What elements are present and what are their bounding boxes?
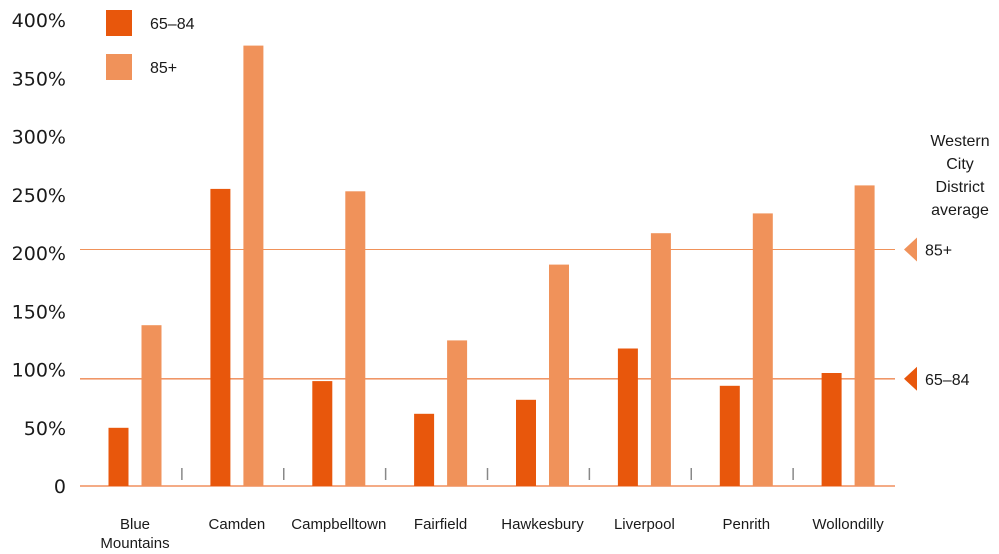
bar-85-plus [650, 233, 671, 486]
legend-label: 65–84 [150, 16, 195, 33]
legend-label: 85+ [150, 60, 177, 77]
legend-swatch [106, 10, 132, 36]
x-tick-label: Penrith [723, 516, 771, 533]
bar-85-plus [752, 213, 773, 486]
y-tick-label: 0 [54, 476, 66, 498]
bar-85-plus [345, 191, 366, 487]
y-tick-label: 300% [12, 127, 66, 149]
bar-65-84 [821, 373, 842, 486]
bar-85-plus [447, 340, 468, 486]
bar-65-84 [516, 399, 536, 486]
y-tick-labels: 0 50% 100% 150% 200% 250% 300% 350% 400% [12, 10, 66, 498]
x-tick-label: Liverpool [614, 516, 675, 533]
reference-marker [904, 366, 917, 391]
bar-85-plus [243, 45, 264, 486]
reference-labels: Western City District average 85+ 65–84 [904, 133, 990, 391]
reference-label: 65–84 [925, 372, 970, 389]
x-tick-label: Hawkesbury [501, 516, 584, 533]
y-tick-label: 150% [12, 301, 66, 323]
bar-65-84 [312, 381, 333, 486]
bar-65-84 [210, 188, 231, 486]
legend: 65–84 85+ [106, 10, 195, 80]
y-tick-label: 250% [12, 185, 66, 207]
y-tick-label: 100% [12, 360, 66, 382]
x-tick-label: Fairfield [414, 516, 467, 533]
reference-marker [904, 237, 917, 262]
bar-65-84 [719, 385, 740, 486]
bar-85-plus [854, 185, 875, 486]
y-tick-label: 50% [24, 418, 66, 440]
x-tick-label: Wollondilly [812, 516, 884, 533]
bar-85-plus [549, 264, 569, 486]
y-tick-label: 200% [12, 243, 66, 265]
legend-swatch [106, 54, 132, 80]
bars [108, 45, 875, 487]
bar-65-84 [414, 413, 435, 486]
x-tick-labels: Blue Mountains Camden Campbelltown Fairfield… [100, 468, 884, 552]
y-tick-label: 350% [12, 68, 66, 90]
x-tick-label: Campbelltown [291, 516, 386, 533]
bar-85-plus [141, 325, 162, 486]
bar-65-84 [108, 427, 129, 487]
y-tick-label: 400% [12, 10, 66, 32]
x-tick-label: Camden [209, 516, 266, 533]
reference-title: Western City District average [930, 133, 989, 219]
bar-65-84 [617, 348, 638, 486]
reference-label: 85+ [925, 243, 952, 260]
x-tick-label: Blue Mountains [100, 516, 169, 552]
